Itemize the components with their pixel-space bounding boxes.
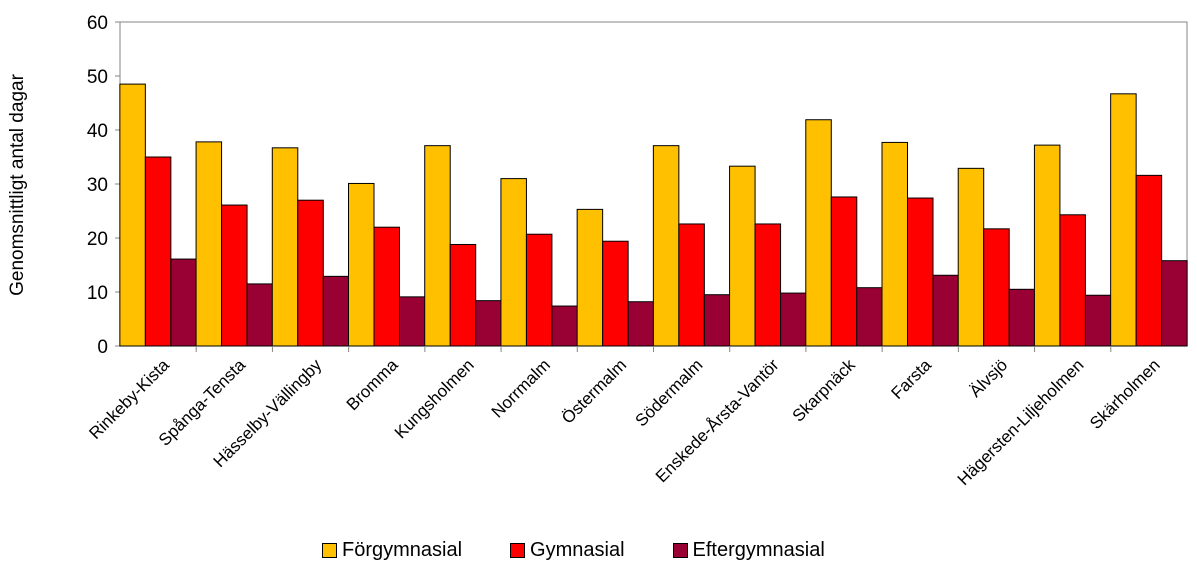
legend: Förgymnasial Gymnasial Eftergymnasial (322, 538, 825, 562)
bar (602, 240, 629, 347)
bar (144, 156, 172, 347)
legend-item-gymnasial: Gymnasial (510, 538, 625, 562)
x-tick-label: Östermalm (558, 355, 630, 427)
x-tick-label: Älvsjö (966, 355, 1012, 401)
y-tick-label: 20 (87, 229, 108, 250)
bar (271, 147, 299, 347)
bar (551, 305, 578, 347)
bar (678, 223, 705, 347)
legend-swatch (672, 542, 688, 558)
legend-swatch (322, 542, 337, 558)
x-tick-label: Bromma (343, 355, 402, 414)
x-tick-label: Skärholmen (1086, 355, 1164, 433)
y-tick-label: 30 (87, 175, 108, 196)
y-tick-label: 50 (87, 67, 108, 88)
bar (983, 228, 1010, 347)
bar (754, 223, 782, 347)
x-tick-label: Farsta (888, 355, 936, 403)
bar (348, 182, 375, 347)
bar-chart: 0 10 20 30 40 50 60 Rinkeby-KistaSpånga-Tensta… (7, 13, 1188, 489)
x-tick-label: Kungsholmen (391, 355, 478, 442)
bar (729, 165, 756, 347)
x-tick-label: Norrmalm (488, 355, 554, 421)
bars (119, 83, 1188, 347)
y-axis-label: Genomsnittligt antal dagar (7, 73, 28, 295)
bar (246, 283, 274, 347)
bar (652, 145, 680, 347)
bar (475, 300, 502, 347)
bar (576, 208, 604, 347)
bar (907, 197, 934, 347)
bar (525, 233, 553, 347)
y-tick-label: 40 (87, 121, 108, 142)
legend-label: Eftergymnasial (692, 538, 825, 561)
bar (881, 141, 908, 347)
x-tick-label: Enskede-Årsta-Vantör (652, 355, 783, 486)
bar (119, 83, 146, 347)
bar (1110, 93, 1137, 347)
bar (703, 294, 731, 347)
bar (1033, 144, 1061, 347)
bar (932, 274, 959, 347)
bar (424, 145, 451, 347)
bar (627, 301, 655, 347)
bar (373, 226, 400, 347)
x-tick-label: Södermalm (632, 355, 707, 430)
y-tick-label: 0 (97, 337, 108, 358)
bar (221, 204, 248, 347)
bar (1059, 214, 1086, 347)
bar (1135, 174, 1163, 347)
bar (449, 243, 477, 347)
bar (856, 287, 883, 347)
bar (500, 178, 527, 347)
y-tick-label: 10 (87, 283, 108, 304)
legend-label: Förgymnasial (342, 538, 463, 561)
bar (780, 292, 807, 347)
legend-item-eftergymnasial: Eftergymnasial (672, 538, 825, 562)
x-tick-label: Skarpnäck (789, 355, 860, 426)
bar (957, 167, 985, 347)
bar (1008, 288, 1036, 347)
legend-swatch (510, 542, 526, 558)
bar (399, 296, 426, 347)
bar (195, 141, 223, 347)
bar (322, 275, 350, 347)
bar (805, 119, 832, 347)
legend-label: Gymnasial (530, 538, 625, 561)
x-axis: Rinkeby-KistaSpånga-TenstaHässelby-Välli… (85, 346, 1164, 489)
bar (830, 196, 858, 347)
bar (1084, 294, 1112, 347)
bar (170, 258, 197, 347)
legend-item-forgymnasial: Förgymnasial (322, 539, 462, 562)
x-tick-label: Hägersten-Liljeholmen (954, 355, 1088, 489)
bar (297, 199, 324, 347)
bar (1161, 260, 1188, 347)
y-tick-label: 60 (87, 13, 108, 34)
